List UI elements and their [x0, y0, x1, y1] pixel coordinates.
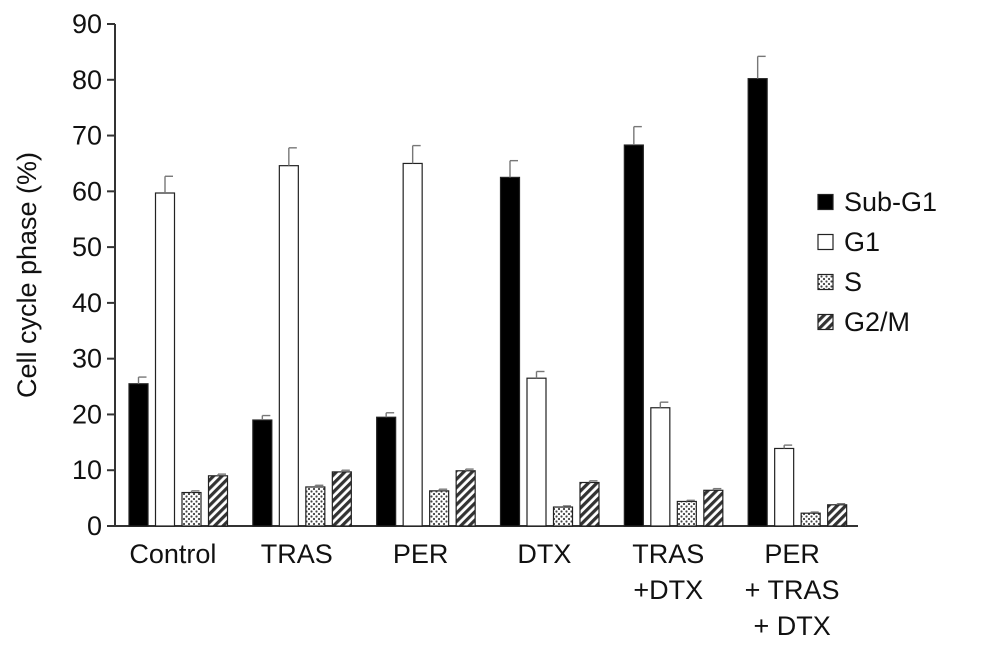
y-tick-label: 10 [72, 455, 102, 485]
bar [526, 377, 547, 527]
y-axis-title: Cell cycle phase (%) [12, 152, 42, 398]
legend: Sub-G1 G1 S G2/M [817, 187, 937, 337]
bar [455, 470, 476, 527]
y-tick-label: 70 [72, 121, 102, 151]
bar [331, 471, 352, 527]
bar [552, 506, 574, 527]
bar [774, 447, 795, 527]
x-category-label-line: PER [393, 539, 449, 569]
x-category-label: PER [393, 539, 449, 569]
bar [703, 489, 724, 527]
y-tick-label: 90 [72, 9, 102, 39]
x-category-label-line: + TRAS [745, 575, 840, 605]
bar [252, 419, 273, 527]
bars-group [128, 55, 848, 527]
bar [278, 165, 299, 527]
bar [402, 162, 423, 527]
y-tick-label: 50 [72, 232, 102, 262]
bar [579, 481, 600, 527]
legend-label: G1 [844, 227, 880, 257]
x-category-label-line: TRAS [261, 539, 333, 569]
x-category-label-line: Control [129, 539, 216, 569]
x-category-label: DTX [517, 539, 571, 569]
legend-swatch [817, 193, 834, 211]
bar [827, 504, 848, 527]
category-labels: Control TRAS PER DTX TRAS +DTX PER + TRAS + DTX [129, 539, 839, 641]
bar [305, 486, 326, 527]
bar [128, 383, 149, 527]
bar [676, 500, 697, 527]
bar [376, 416, 397, 527]
x-category-label: TRAS [261, 539, 333, 569]
x-category-label: Control [129, 539, 216, 569]
x-category-label: TRAS +DTX [632, 539, 704, 605]
x-category-label-line: + DTX [753, 611, 830, 641]
legend-label: S [844, 267, 862, 297]
legend-swatch [817, 233, 834, 251]
x-category-label-line: DTX [517, 539, 571, 569]
legend-label: Sub-G1 [844, 187, 937, 217]
bar [154, 192, 176, 527]
bar [429, 490, 450, 527]
x-category-label-line: PER [764, 539, 820, 569]
bar [800, 512, 821, 527]
bar [181, 491, 202, 527]
legend-label: G2/M [844, 307, 910, 337]
y-tick-label: 20 [72, 399, 102, 429]
bar [207, 475, 229, 527]
axes: 0 10 20 30 40 50 60 70 80 90 [72, 9, 858, 541]
bar [623, 144, 644, 527]
x-category-label-line: +DTX [633, 575, 703, 605]
y-tick-label: 60 [72, 176, 102, 206]
y-tick-label: 40 [72, 288, 102, 318]
y-tick-label: 0 [87, 511, 102, 541]
bar [650, 407, 671, 527]
y-tick-label: 30 [72, 344, 102, 374]
bar [499, 176, 521, 527]
x-category-label-line: TRAS [632, 539, 704, 569]
legend-swatch [817, 313, 834, 331]
x-category-label: PER + TRAS + DTX [745, 539, 840, 641]
y-tick-label: 80 [72, 65, 102, 95]
legend-swatch [817, 273, 834, 291]
bar [747, 78, 768, 527]
